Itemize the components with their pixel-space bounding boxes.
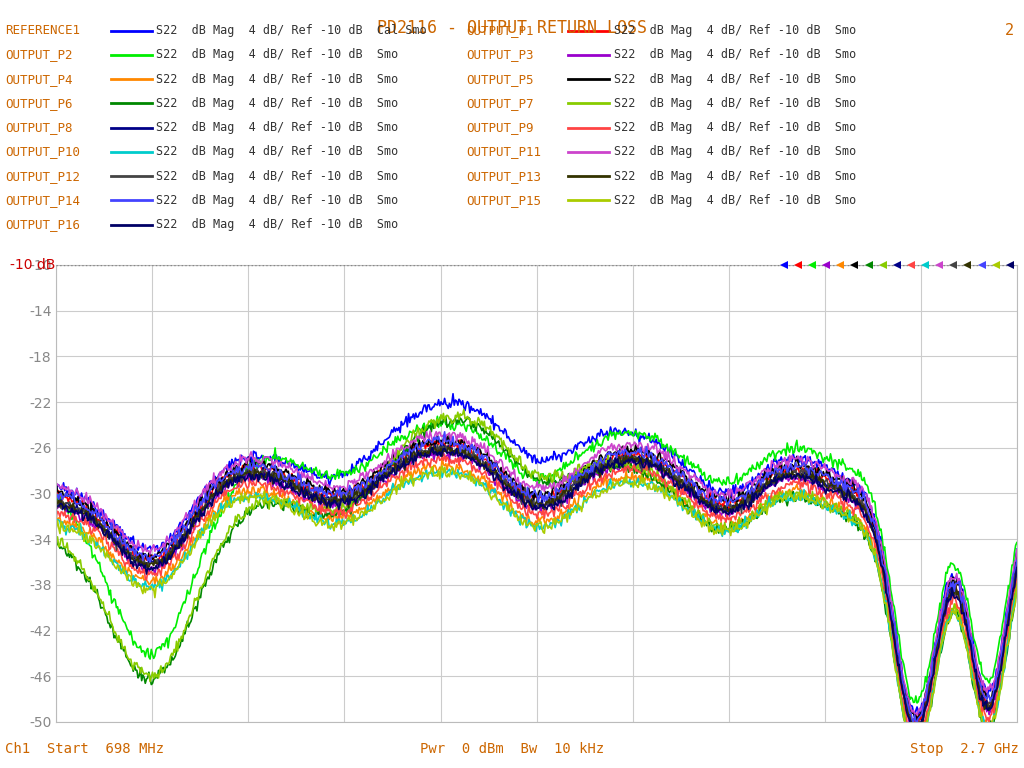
Text: S22  dB Mag  4 dB/ Ref -10 dB  Smo: S22 dB Mag 4 dB/ Ref -10 dB Smo xyxy=(614,170,857,183)
Text: REFERENCE1: REFERENCE1 xyxy=(5,25,80,37)
Text: PD2116 - OUTPUT RETURN LOSS: PD2116 - OUTPUT RETURN LOSS xyxy=(377,19,647,37)
Text: S22  dB Mag  4 dB/ Ref -10 dB  Smo: S22 dB Mag 4 dB/ Ref -10 dB Smo xyxy=(614,97,857,110)
Text: OUTPUT_P16: OUTPUT_P16 xyxy=(5,218,80,231)
Text: OUTPUT_P10: OUTPUT_P10 xyxy=(5,145,80,158)
Text: S22  dB Mag  4 dB/ Ref -10 dB  Smo: S22 dB Mag 4 dB/ Ref -10 dB Smo xyxy=(614,48,857,61)
Text: S22  dB Mag  4 dB/ Ref -10 dB  Smo: S22 dB Mag 4 dB/ Ref -10 dB Smo xyxy=(156,97,398,110)
Text: S22  dB Mag  4 dB/ Ref -10 dB  Smo: S22 dB Mag 4 dB/ Ref -10 dB Smo xyxy=(156,194,398,207)
Text: S22  dB Mag  4 dB/ Ref -10 dB  Smo: S22 dB Mag 4 dB/ Ref -10 dB Smo xyxy=(614,73,857,86)
Text: OUTPUT_P9: OUTPUT_P9 xyxy=(466,121,534,134)
Text: Stop  2.7 GHz: Stop 2.7 GHz xyxy=(910,742,1019,756)
Text: S22  dB Mag  4 dB/ Ref -10 dB  Smo: S22 dB Mag 4 dB/ Ref -10 dB Smo xyxy=(614,25,857,37)
Text: Ch1  Start  698 MHz: Ch1 Start 698 MHz xyxy=(5,742,164,756)
Text: S22  dB Mag  4 dB/ Ref -10 dB  Smo: S22 dB Mag 4 dB/ Ref -10 dB Smo xyxy=(614,194,857,207)
Text: S22  dB Mag  4 dB/ Ref -10 dB  Cal Smo: S22 dB Mag 4 dB/ Ref -10 dB Cal Smo xyxy=(156,25,426,37)
Text: S22  dB Mag  4 dB/ Ref -10 dB  Smo: S22 dB Mag 4 dB/ Ref -10 dB Smo xyxy=(614,121,857,134)
Text: OUTPUT_P5: OUTPUT_P5 xyxy=(466,73,534,86)
Text: OUTPUT_P4: OUTPUT_P4 xyxy=(5,73,73,86)
Text: OUTPUT_P3: OUTPUT_P3 xyxy=(466,48,534,61)
Text: 2: 2 xyxy=(1005,23,1014,38)
Text: OUTPUT_P6: OUTPUT_P6 xyxy=(5,97,73,110)
Text: S22  dB Mag  4 dB/ Ref -10 dB  Smo: S22 dB Mag 4 dB/ Ref -10 dB Smo xyxy=(156,121,398,134)
Text: OUTPUT_P11: OUTPUT_P11 xyxy=(466,145,541,158)
Text: OUTPUT_P12: OUTPUT_P12 xyxy=(5,170,80,183)
Text: OUTPUT_P1: OUTPUT_P1 xyxy=(466,25,534,37)
Text: OUTPUT_P13: OUTPUT_P13 xyxy=(466,170,541,183)
Text: OUTPUT_P2: OUTPUT_P2 xyxy=(5,48,73,61)
Text: -10 dB: -10 dB xyxy=(10,258,55,272)
Text: S22  dB Mag  4 dB/ Ref -10 dB  Smo: S22 dB Mag 4 dB/ Ref -10 dB Smo xyxy=(156,48,398,61)
Text: S22  dB Mag  4 dB/ Ref -10 dB  Smo: S22 dB Mag 4 dB/ Ref -10 dB Smo xyxy=(614,145,857,158)
Text: S22  dB Mag  4 dB/ Ref -10 dB  Smo: S22 dB Mag 4 dB/ Ref -10 dB Smo xyxy=(156,170,398,183)
Text: S22  dB Mag  4 dB/ Ref -10 dB  Smo: S22 dB Mag 4 dB/ Ref -10 dB Smo xyxy=(156,73,398,86)
Text: OUTPUT_P8: OUTPUT_P8 xyxy=(5,121,73,134)
Text: OUTPUT_P15: OUTPUT_P15 xyxy=(466,194,541,207)
Text: OUTPUT_P14: OUTPUT_P14 xyxy=(5,194,80,207)
Text: Pwr  0 dBm  Bw  10 kHz: Pwr 0 dBm Bw 10 kHz xyxy=(420,742,604,756)
Text: S22  dB Mag  4 dB/ Ref -10 dB  Smo: S22 dB Mag 4 dB/ Ref -10 dB Smo xyxy=(156,145,398,158)
Text: S22  dB Mag  4 dB/ Ref -10 dB  Smo: S22 dB Mag 4 dB/ Ref -10 dB Smo xyxy=(156,218,398,231)
Text: OUTPUT_P7: OUTPUT_P7 xyxy=(466,97,534,110)
